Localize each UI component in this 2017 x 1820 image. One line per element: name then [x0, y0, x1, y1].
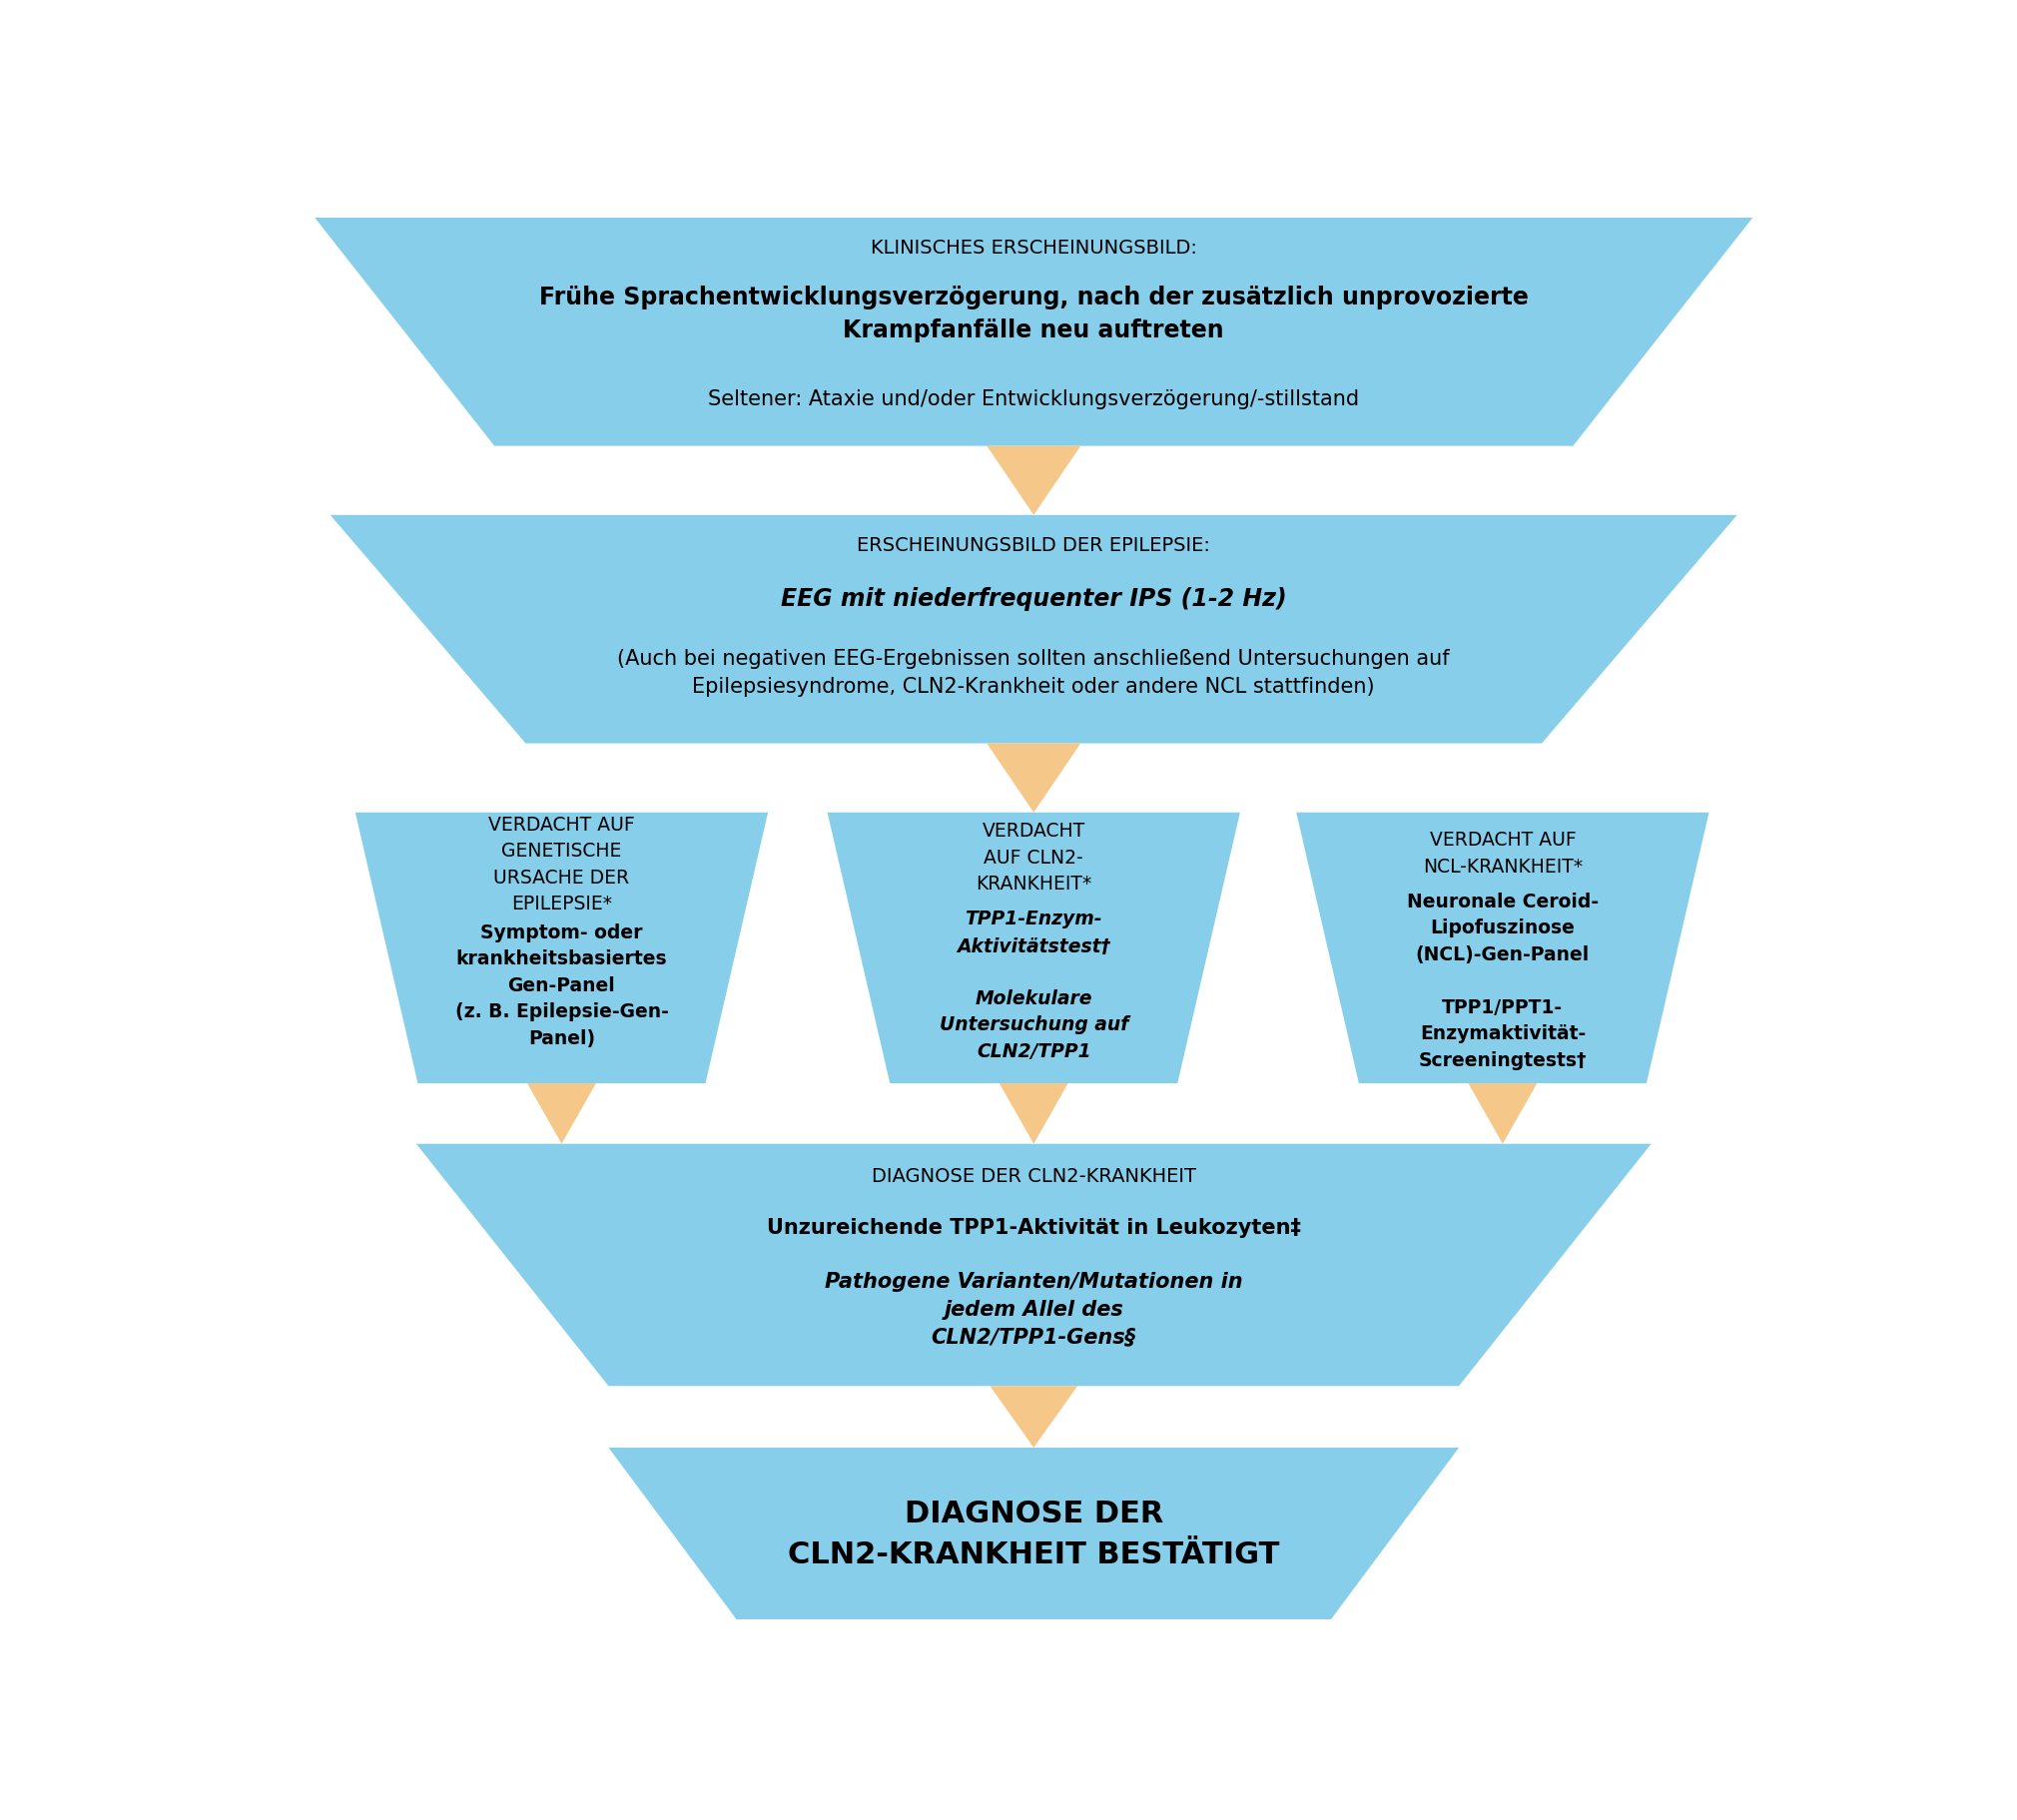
- Polygon shape: [331, 515, 1737, 744]
- Text: Frühe Sprachentwicklungsverzögerung, nach der zusätzlich unprovozierte
Krampfanf: Frühe Sprachentwicklungsverzögerung, nac…: [539, 286, 1529, 342]
- Polygon shape: [986, 446, 1081, 515]
- Text: Symptom- oder
krankheitsbasiertes
Gen-Panel
(z. B. Epilepsie-Gen-
Panel): Symptom- oder krankheitsbasiertes Gen-Pa…: [456, 923, 668, 1046]
- Text: EEG mit niederfrequenter IPS (1-2 Hz): EEG mit niederfrequenter IPS (1-2 Hz): [781, 586, 1287, 610]
- Polygon shape: [315, 218, 1753, 446]
- Text: TPP1-Enzym-
Aktivitätstest†

Molekulare
Untersuchung auf
CLN2/TPP1: TPP1-Enzym- Aktivitätstest† Molekulare U…: [940, 910, 1128, 1061]
- Polygon shape: [998, 1083, 1069, 1145]
- Polygon shape: [416, 1145, 1652, 1387]
- Polygon shape: [986, 744, 1081, 814]
- Text: Unzureichende TPP1-Aktivität in Leukozyten‡: Unzureichende TPP1-Aktivität in Leukozyt…: [766, 1218, 1301, 1238]
- Polygon shape: [1468, 1083, 1537, 1145]
- Polygon shape: [990, 1387, 1077, 1449]
- Text: Seltener: Ataxie und/oder Entwicklungsverzögerung/-stillstand: Seltener: Ataxie und/oder Entwicklungsve…: [708, 389, 1359, 410]
- Text: DIAGNOSE DER CLN2-KRANKHEIT: DIAGNOSE DER CLN2-KRANKHEIT: [871, 1167, 1196, 1185]
- Text: ERSCHEINUNGSBILD DER EPILEPSIE:: ERSCHEINUNGSBILD DER EPILEPSIE:: [857, 535, 1210, 555]
- Polygon shape: [526, 1083, 597, 1145]
- Polygon shape: [827, 814, 1240, 1083]
- Text: KLINISCHES ERSCHEINUNGSBILD:: KLINISCHES ERSCHEINUNGSBILD:: [871, 238, 1196, 258]
- Polygon shape: [1297, 814, 1708, 1083]
- Text: VERDACHT AUF
GENETISCHE
URSACHE DER
EPILEPSIE*: VERDACHT AUF GENETISCHE URSACHE DER EPIL…: [488, 815, 635, 914]
- Polygon shape: [355, 814, 768, 1083]
- Text: Neuronale Ceroid-
Lipofuszinose
(NCL)-Gen-Panel

TPP1/PPT1-
Enzymaktivität-
Scre: Neuronale Ceroid- Lipofuszinose (NCL)-Ge…: [1406, 892, 1599, 1070]
- Text: Pathogene Varianten/Mutationen in
jedem Allel des
CLN2/TPP1-Gens§: Pathogene Varianten/Mutationen in jedem …: [825, 1270, 1242, 1347]
- Text: VERDACHT AUF
NCL-KRANKHEIT*: VERDACHT AUF NCL-KRANKHEIT*: [1422, 830, 1583, 875]
- Text: VERDACHT
AUF CLN2-
KRANKHEIT*: VERDACHT AUF CLN2- KRANKHEIT*: [976, 821, 1091, 894]
- Text: (Auch bei negativen EEG-Ergebnissen sollten anschließend Untersuchungen auf
Epil: (Auch bei negativen EEG-Ergebnissen soll…: [617, 650, 1450, 697]
- Polygon shape: [609, 1449, 1458, 1620]
- Text: DIAGNOSE DER
CLN2-KRANKHEIT BESTÄTIGT: DIAGNOSE DER CLN2-KRANKHEIT BESTÄTIGT: [789, 1500, 1279, 1569]
